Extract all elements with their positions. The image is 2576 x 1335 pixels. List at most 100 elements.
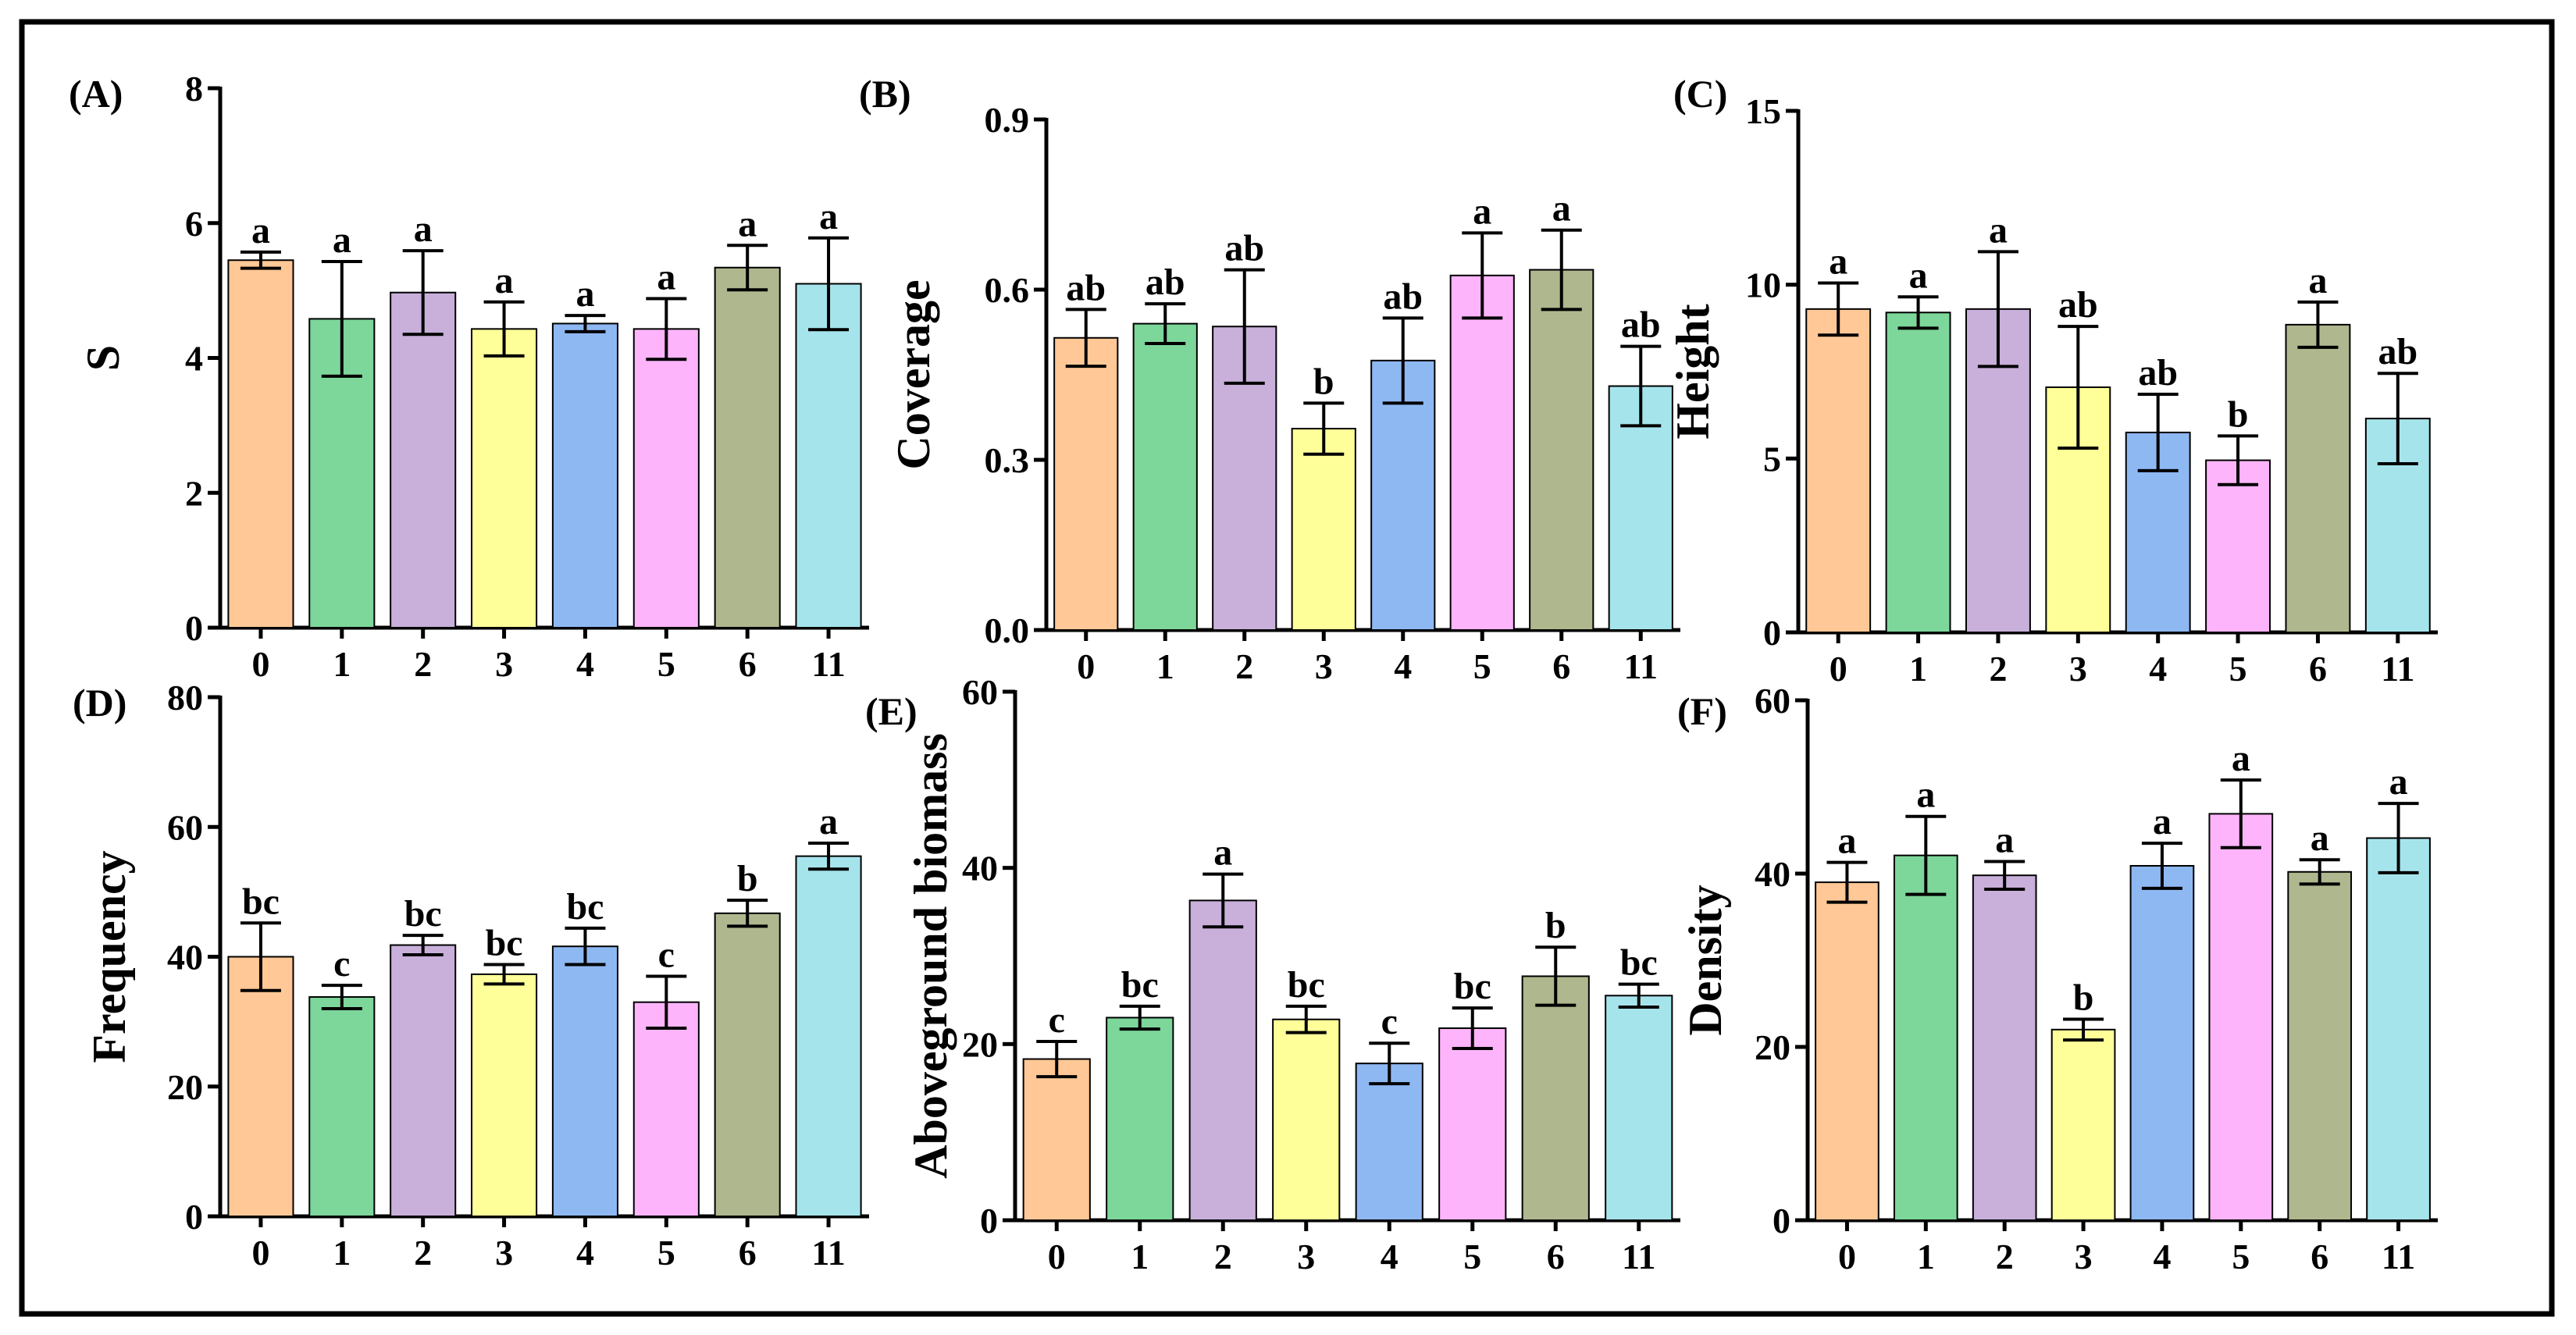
x-tick-label: 4 — [1394, 646, 1412, 686]
significance-letter: a — [1837, 821, 1856, 862]
y-tick-label: 5 — [1763, 439, 1781, 479]
y-tick-label: 0 — [1773, 1201, 1790, 1241]
significance-letter: ab — [2058, 284, 2098, 326]
y-tick-label: 15 — [1745, 91, 1781, 131]
bar-3 — [471, 328, 538, 628]
x-tick-label: 1 — [1156, 646, 1174, 686]
y-tick-label: 0 — [185, 608, 203, 648]
y-tick-label: 0 — [185, 1197, 203, 1237]
x-tick-label: 0 — [1077, 646, 1095, 686]
figure-border — [19, 19, 2555, 1317]
panel-label: (F) — [1677, 689, 1727, 733]
x-tick-label: 5 — [657, 1233, 675, 1273]
bar-0 — [1815, 881, 1879, 1221]
x-tick-label: 4 — [576, 644, 594, 684]
y-tick-label: 40 — [1755, 854, 1790, 894]
x-tick-label: 4 — [2149, 649, 2167, 689]
bar-2 — [1972, 874, 2037, 1221]
x-tick-label: 5 — [2232, 1237, 2250, 1276]
x-tick-label: 5 — [1463, 1237, 1481, 1276]
significance-letter: ab — [1621, 304, 1661, 346]
significance-letter: b — [737, 858, 758, 899]
significance-letter: bc — [1454, 966, 1491, 1007]
y-tick-label: 8 — [185, 69, 203, 109]
chart-panel-5: 0 20 40 60 c 0 bc 1 a 2 bc 3 c 4 bc 5 b 6 bc 11 (E)Abovegrou… — [865, 672, 1680, 1276]
chart-panel-6: 0 20 40 60 a 0 a 1 a 2 b 3 a 4 a 5 a 6 a 11 (F) Density — [1677, 681, 2438, 1276]
chart-panel-1: 0 2 4 6 8 a 0 a 1 a 2 a 3 a 4 a 5 a 6 a 11 (A) S — [69, 69, 869, 684]
significance-letter: bc — [566, 886, 604, 927]
x-tick-label: 3 — [495, 1233, 513, 1273]
bar-1 — [1132, 322, 1198, 631]
chart-panel-2: 0.0 0.3 0.6 0.9 ab 0 ab 1 ab 2 b 3 ab 4 a 5 a 6 ab 11 (B) Cov… — [859, 72, 1680, 686]
significance-letter: bc — [404, 893, 442, 934]
bar-11 — [795, 855, 862, 1217]
bar-0 — [1805, 308, 1872, 633]
significance-letter: a — [819, 196, 838, 237]
x-tick-label: 0 — [1048, 1237, 1066, 1276]
bar-1 — [1893, 854, 1958, 1221]
x-tick-label: 6 — [1547, 1237, 1565, 1276]
y-tick-label: 0.6 — [985, 270, 1030, 310]
bar-0 — [227, 259, 294, 628]
bar-2 — [390, 291, 457, 628]
y-tick-label: 60 — [962, 672, 998, 712]
x-tick-label: 6 — [739, 644, 757, 684]
y-axis-title: Aboveground biomass — [905, 733, 957, 1179]
bar-4 — [551, 322, 618, 628]
x-tick-label: 0 — [1838, 1237, 1856, 1276]
bar-11 — [795, 283, 862, 628]
significance-letter: a — [414, 208, 433, 250]
y-axis-title: Density — [1680, 885, 1731, 1035]
y-tick-label: 0.9 — [985, 100, 1030, 140]
significance-letter: a — [1989, 209, 2008, 251]
bar-4 — [551, 945, 618, 1217]
significance-letter: a — [657, 256, 675, 297]
significance-letter: c — [658, 934, 675, 975]
bar-0 — [1053, 336, 1119, 631]
significance-letter: ab — [1383, 276, 1423, 317]
x-tick-label: 11 — [1624, 646, 1658, 686]
x-tick-label: 1 — [1917, 1237, 1935, 1276]
panel-label: (D) — [73, 681, 126, 724]
bar-1 — [1885, 312, 1951, 633]
bar-5 — [2205, 459, 2271, 633]
bar-11 — [1605, 995, 1673, 1222]
significance-letter: a — [738, 203, 757, 244]
y-tick-label: 4 — [185, 339, 203, 379]
y-tick-label: 20 — [1755, 1027, 1790, 1067]
x-tick-label: 11 — [2382, 1237, 2415, 1276]
y-tick-label: 0.3 — [985, 440, 1030, 480]
bar-11 — [2366, 837, 2431, 1221]
y-tick-label: 0.0 — [985, 611, 1030, 650]
y-tick-label: 10 — [1745, 265, 1781, 305]
chart-panel-4: 0 20 40 60 80 bc 0 c 1 bc 2 bc 3 bc 4 c 5 b 6 a 11 (D) Frequen… — [73, 678, 869, 1273]
y-tick-label: 2 — [185, 473, 203, 513]
x-tick-label: 11 — [811, 1233, 845, 1273]
bar-6 — [714, 912, 781, 1218]
bar-3 — [2050, 1028, 2116, 1222]
significance-letter: bc — [486, 922, 523, 963]
bar-5 — [1449, 274, 1515, 631]
bar-6 — [1521, 975, 1590, 1221]
panel-label: (A) — [69, 72, 123, 116]
x-tick-label: 11 — [2381, 649, 2414, 689]
y-tick-label: 80 — [167, 678, 203, 717]
significance-letter: b — [2073, 977, 2094, 1018]
y-axis-title: S — [77, 345, 129, 371]
significance-letter: a — [819, 801, 838, 842]
x-tick-label: 1 — [333, 1233, 351, 1273]
significance-letter: a — [575, 273, 594, 315]
x-tick-label: 2 — [414, 644, 432, 684]
y-axis-title: Frequency — [84, 850, 135, 1063]
x-tick-label: 2 — [1214, 1237, 1232, 1276]
x-tick-label: 3 — [495, 644, 513, 684]
x-tick-label: 6 — [1552, 646, 1570, 686]
bar-2 — [390, 944, 457, 1217]
significance-letter: c — [333, 943, 350, 984]
y-tick-label: 20 — [167, 1067, 203, 1107]
significance-letter: a — [2311, 817, 2329, 859]
significance-letter: a — [1829, 240, 1847, 282]
significance-letter: bc — [1121, 964, 1159, 1006]
significance-letter: a — [251, 210, 270, 251]
x-tick-label: 3 — [1315, 646, 1333, 686]
